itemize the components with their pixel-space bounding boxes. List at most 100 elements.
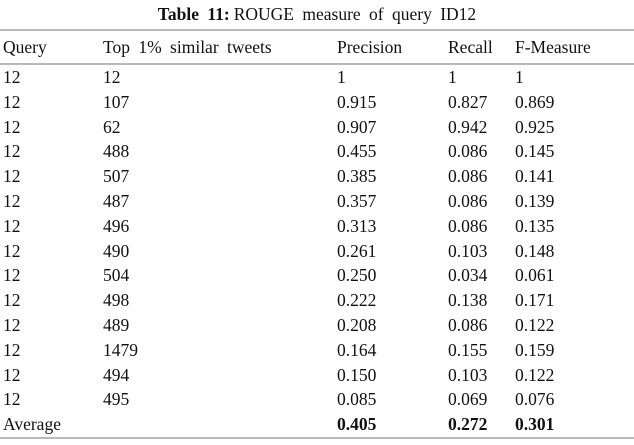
cell-fmeasure: 0.171 — [515, 290, 555, 311]
cell-recall: 0.086 — [448, 314, 488, 335]
cell-tweets: 504 — [103, 265, 130, 286]
cell-query: 12 — [3, 215, 21, 236]
average-recall: 0.272 — [448, 412, 515, 439]
cell-recall: 0.086 — [448, 141, 488, 162]
cell-precision: 0.455 — [337, 141, 377, 162]
table-caption-text: ROUGE measure of query ID12 — [233, 4, 477, 24]
cell-query: 12 — [3, 339, 21, 360]
cell-recall: 0.086 — [448, 190, 488, 211]
cell-precision: 0.164 — [337, 339, 377, 360]
cell-query: 12 — [3, 67, 21, 87]
cell-query: 12 — [3, 166, 21, 187]
average-tweets — [103, 412, 337, 439]
cell-fmeasure: 0.141 — [515, 166, 555, 187]
cell-tweets: 1479 — [103, 339, 138, 360]
cell-fmeasure: 0.135 — [515, 215, 555, 236]
cell-precision: 0.915 — [337, 91, 377, 112]
cell-precision: 0.208 — [337, 314, 377, 335]
cell-precision: 0.250 — [337, 265, 377, 286]
cell-precision: 0.261 — [337, 240, 377, 261]
cell-fmeasure: 0.148 — [515, 240, 555, 261]
column-header-fmeasure: F-Measure — [515, 31, 634, 65]
cell-fmeasure: 0.122 — [515, 364, 555, 385]
cell-query: 12 — [3, 141, 21, 162]
table-row: 12 488 0.455 0.086 0.145 — [0, 139, 634, 164]
cell-recall: 1 — [448, 67, 457, 87]
cell-tweets: 487 — [103, 190, 130, 211]
cell-tweets: 488 — [103, 141, 130, 162]
cell-recall: 0.069 — [448, 389, 488, 410]
cell-query: 12 — [3, 116, 21, 137]
cell-tweets: 489 — [103, 314, 130, 335]
cell-query: 12 — [3, 314, 21, 335]
cell-query: 12 — [3, 364, 21, 385]
cell-query: 12 — [3, 389, 21, 410]
data-table: Query Top 1% similar tweets Precision Re… — [0, 31, 634, 439]
average-row: Average 0.405 0.272 0.301 — [0, 412, 634, 439]
cell-query: 12 — [3, 190, 21, 211]
header-row: Query Top 1% similar tweets Precision Re… — [0, 31, 634, 65]
cell-fmeasure: 0.076 — [515, 389, 555, 410]
average-precision: 0.405 — [337, 412, 448, 439]
cell-tweets: 494 — [103, 364, 130, 385]
cell-precision: 0.907 — [337, 116, 377, 137]
cell-fmeasure: 1 — [515, 67, 524, 87]
table-row: 12 1479 0.164 0.155 0.159 — [0, 338, 634, 363]
cell-precision: 0.313 — [337, 215, 377, 236]
cell-recall: 0.942 — [448, 116, 488, 137]
table-row: 12 496 0.313 0.086 0.135 — [0, 214, 634, 239]
column-header-query: Query — [0, 31, 103, 65]
table-row: 12 495 0.085 0.069 0.076 — [0, 387, 634, 412]
cell-precision: 0.150 — [337, 364, 377, 385]
table-row: 12 507 0.385 0.086 0.141 — [0, 164, 634, 189]
cell-query: 12 — [3, 91, 21, 112]
table-row: 12 489 0.208 0.086 0.122 — [0, 313, 634, 338]
cell-query: 12 — [3, 290, 21, 311]
cell-tweets: 496 — [103, 215, 130, 236]
cell-recall: 0.103 — [448, 240, 488, 261]
table-caption: Table 11: ROUGE measure of query ID12 — [0, 0, 634, 31]
table-row: 12 487 0.357 0.086 0.139 — [0, 189, 634, 214]
cell-fmeasure: 0.869 — [515, 91, 555, 112]
cell-fmeasure: 0.061 — [515, 265, 555, 286]
table-row: 12 62 0.907 0.942 0.925 — [0, 115, 634, 140]
cell-query: 12 — [3, 240, 21, 261]
cell-precision: 1 — [337, 67, 346, 87]
cell-precision: 0.385 — [337, 166, 377, 187]
cell-fmeasure: 0.122 — [515, 314, 555, 335]
cell-precision: 0.357 — [337, 190, 377, 211]
table-row: 12 494 0.150 0.103 0.122 — [0, 363, 634, 388]
cell-tweets: 12 — [103, 67, 121, 87]
cell-fmeasure: 0.145 — [515, 141, 555, 162]
cell-tweets: 495 — [103, 389, 130, 410]
column-header-recall: Recall — [448, 31, 515, 65]
cell-tweets: 490 — [103, 240, 130, 261]
cell-recall: 0.827 — [448, 91, 488, 112]
cell-query: 12 — [3, 265, 21, 286]
column-header-precision: Precision — [337, 31, 448, 65]
cell-recall: 0.086 — [448, 215, 488, 236]
cell-tweets: 62 — [103, 116, 121, 137]
average-label: Average — [0, 412, 103, 439]
cell-tweets: 507 — [103, 166, 130, 187]
table-row: 12 498 0.222 0.138 0.171 — [0, 288, 634, 313]
cell-recall: 0.138 — [448, 290, 488, 311]
table-caption-label: Table 11: — [157, 4, 230, 24]
table-row: 12 504 0.250 0.034 0.061 — [0, 263, 634, 288]
cell-recall: 0.103 — [448, 364, 488, 385]
cell-precision: 0.222 — [337, 290, 377, 311]
cell-tweets: 107 — [103, 91, 130, 112]
table-row: 12 107 0.915 0.827 0.869 — [0, 90, 634, 115]
cell-fmeasure: 0.925 — [515, 116, 555, 137]
cell-fmeasure: 0.159 — [515, 339, 555, 360]
cell-tweets: 498 — [103, 290, 130, 311]
cell-recall: 0.086 — [448, 166, 488, 187]
cell-recall: 0.155 — [448, 339, 488, 360]
table-row: 12 490 0.261 0.103 0.148 — [0, 239, 634, 264]
cell-fmeasure: 0.139 — [515, 190, 555, 211]
average-fmeasure: 0.301 — [515, 412, 634, 439]
table-row: 12 12 1 1 1 — [0, 64, 634, 90]
column-header-tweets: Top 1% similar tweets — [103, 31, 337, 65]
cell-precision: 0.085 — [337, 389, 377, 410]
